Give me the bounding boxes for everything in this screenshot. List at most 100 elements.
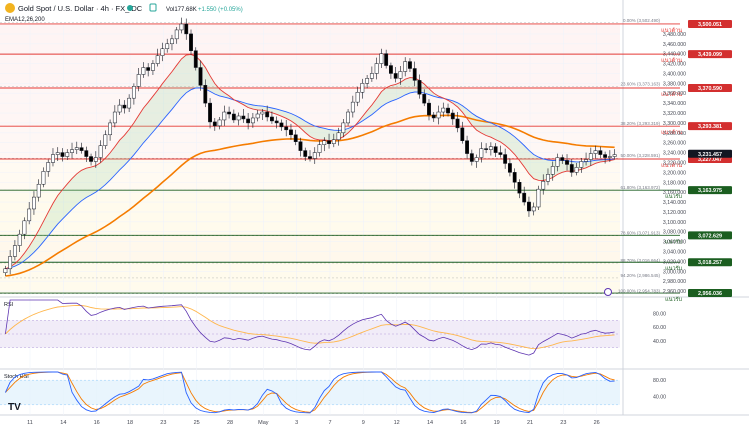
candle-down [193,50,198,68]
candle-down [393,73,398,79]
time-tick: 19 [494,420,500,426]
candle-down [460,127,465,141]
candle-down [122,104,127,109]
level-tag [688,83,732,92]
fib-label: 78.60% (3,071.913) [620,231,660,236]
time-tick: 3 [295,420,298,426]
level-tag-label: 2,956.036 [698,291,722,297]
candle-up [108,122,113,136]
level-tag [688,122,732,131]
candle-up [3,268,8,274]
fib-label: 23.60% (3,373.163) [620,82,660,87]
candle-down [198,67,203,86]
price-tick: 3,020.000 [663,259,686,265]
volume-value: Vol177.68K [166,7,197,13]
level-note: แนวรับ [665,238,682,245]
candle-up [151,63,155,71]
candle-up [379,53,384,64]
candle-up [555,157,560,167]
candle-down [431,114,436,119]
stoch-tick: 80.00 [653,378,666,384]
price-tick: 3,400.000 [663,71,686,77]
level-note: แนวต้าน [661,57,682,64]
level-note: แนวรับ [665,193,682,200]
candle-up [65,152,70,157]
candle-up [355,91,360,103]
price-tick: 3,200.000 [663,170,686,176]
price-tick: 3,460.000 [663,42,686,48]
candle-up [255,113,260,119]
candle-down [527,201,531,212]
fib-label: 50.00% (3,228.591) [620,153,660,158]
candle-up [41,171,46,185]
level-tag-label: 3,293.381 [698,124,722,130]
ema-indicator-label[interactable]: EMA12,26,200 [5,17,45,23]
price-zone [0,54,620,88]
candle-down [408,61,412,69]
level-note: แนวต้าน [661,27,682,34]
candle-up [346,111,350,124]
ema-200-line [5,114,615,277]
price-tick: 3,080.000 [663,230,686,236]
symbol-title[interactable]: Gold Spot / U.S. Dollar · 4h · FX_IDC [18,4,143,13]
candle-up [369,73,374,79]
fib-label: 94.20% (2,986.545) [620,273,660,278]
time-tick: 18 [127,420,133,426]
candle-up [322,140,327,145]
market-status-icon [127,5,133,11]
rsi-tick: 40.00 [653,339,666,345]
time-tick: 25 [194,420,200,426]
candle-down [503,154,508,164]
level-tag [688,186,732,195]
candle-up [179,23,184,31]
candle-up [112,111,117,124]
candle-up [217,119,222,127]
price-tick: 3,480.000 [663,32,686,38]
candle-up [117,104,122,113]
candle-down [284,126,289,131]
candle-up [536,188,541,208]
candle-up [550,166,555,175]
change-value: +1.550 (+0.05%) [198,7,243,13]
ema-12-line [5,53,615,270]
price-tick: 3,060.000 [663,240,686,246]
candle-up [331,139,336,144]
candle-down [469,153,474,162]
candle-down [327,140,331,144]
candle-down [450,112,455,120]
candle-down [279,122,284,128]
price-tick: 3,000.000 [663,269,686,275]
rsi-tick: 60.00 [653,325,666,331]
price-tick: 3,380.000 [663,81,686,87]
level-note: แนวรับ [665,296,682,303]
time-tick: 28 [227,420,233,426]
level-tag [688,289,732,298]
level-tag-label: 3,072.629 [698,233,722,239]
candle-up [312,152,317,159]
candle-up [260,111,265,115]
candle-up [27,208,32,222]
level-tag-label: 3,439.099 [698,52,722,58]
candle-down [203,85,208,104]
price-zone [0,235,620,263]
stoch-band [0,380,620,405]
candle-up [46,162,51,172]
goto-date-icon[interactable] [604,288,612,296]
candle-down [384,53,389,66]
candle-down [79,147,84,151]
candle-down [212,121,217,127]
stoch-k-line [4,371,615,414]
candle-down [498,152,503,155]
data-square-icon [149,3,157,12]
candle-down [231,113,236,121]
candle-up [317,144,322,153]
candle-up [32,196,36,210]
candle-down [308,156,312,159]
candle-down [427,102,431,116]
candle-up [479,148,484,158]
price-tick: 3,120.000 [663,210,686,216]
candle-down [189,33,193,51]
current-price-tag [688,149,732,158]
